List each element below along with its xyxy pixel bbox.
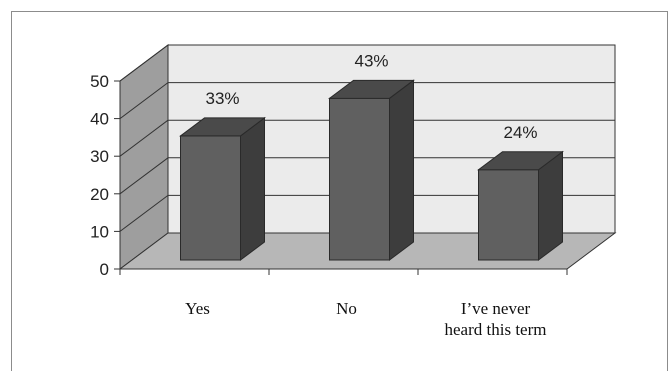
gridline-side <box>119 82 169 119</box>
gridline-side <box>119 119 169 157</box>
y-tick-label: 0 <box>100 260 109 279</box>
gridline-side <box>119 194 169 232</box>
data-label: 24% <box>503 123 537 142</box>
bar-side <box>389 79 414 261</box>
category-label: heard this term <box>445 320 547 339</box>
gridline-side <box>119 157 169 195</box>
y-tick-label: 30 <box>90 147 109 166</box>
data-label: 33% <box>205 89 239 108</box>
category-label: Yes <box>185 299 210 318</box>
bar-front <box>180 135 241 261</box>
data-labels: 33% 43% 24% <box>205 51 537 141</box>
bar <box>328 79 415 261</box>
bar <box>179 116 266 261</box>
bar-top <box>328 79 415 99</box>
bars <box>179 79 564 261</box>
data-label: 43% <box>354 51 388 70</box>
side-wall <box>119 44 169 270</box>
category-label: No <box>336 299 357 318</box>
gridline-side <box>119 44 169 82</box>
y-axis <box>114 80 568 275</box>
category-label: I’ve never <box>461 299 531 318</box>
category-labels: Yes No I’ve never heard this term <box>185 299 546 339</box>
bar-side <box>240 116 265 261</box>
chart-frame <box>11 11 668 371</box>
bar <box>477 150 564 261</box>
bar-front <box>329 97 390 261</box>
bar-front <box>478 169 539 261</box>
bar-top <box>477 151 564 171</box>
bar-side <box>538 150 563 261</box>
y-tick-label: 20 <box>90 185 109 204</box>
y-tick-labels: 0 10 20 30 40 50 <box>90 72 109 279</box>
y-tick-label: 10 <box>90 222 109 241</box>
y-tick-label: 40 <box>90 110 109 129</box>
bar-top <box>179 117 266 137</box>
y-tick-label: 50 <box>90 72 109 91</box>
